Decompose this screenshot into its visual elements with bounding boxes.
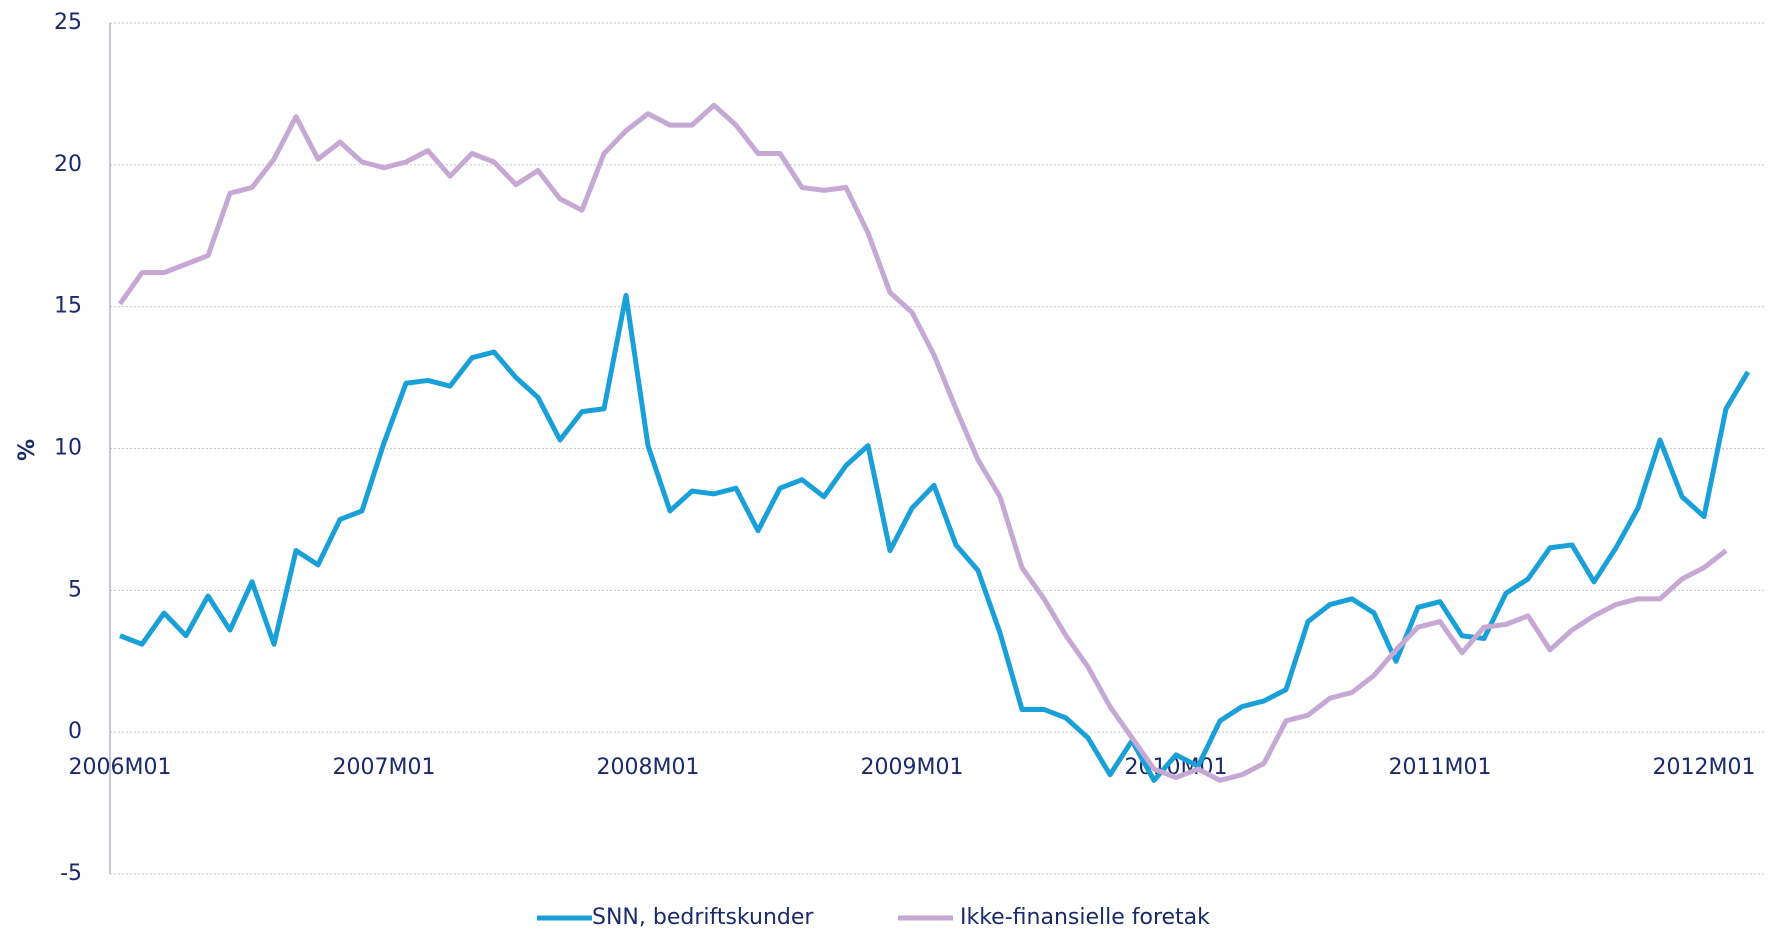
series-line [119, 292, 1751, 783]
y-tick-label: 0 [68, 719, 82, 744]
y-tick-label: 15 [54, 294, 82, 319]
y-tick-label: 20 [54, 152, 82, 177]
x-tick-label: 2007M01 [333, 755, 436, 780]
y-axis-label: % [15, 439, 40, 461]
x-tick-label: 2008M01 [597, 755, 700, 780]
x-tick-label: 2006M01 [69, 755, 172, 780]
y-tick-label: 5 [68, 577, 82, 602]
y-tick-label: -5 [60, 861, 82, 886]
legend-label: Ikke-finansielle foretak [960, 905, 1210, 930]
x-tick-label: 2012M01 [1653, 755, 1756, 780]
y-tick-label: 10 [54, 436, 82, 461]
x-tick-label: 2009M01 [861, 755, 964, 780]
x-tick-label: 2011M01 [1389, 755, 1492, 780]
y-tick-label: 25 [54, 10, 82, 35]
legend-label: SNN, bedriftskunder [592, 905, 814, 930]
series-line [117, 102, 1728, 783]
